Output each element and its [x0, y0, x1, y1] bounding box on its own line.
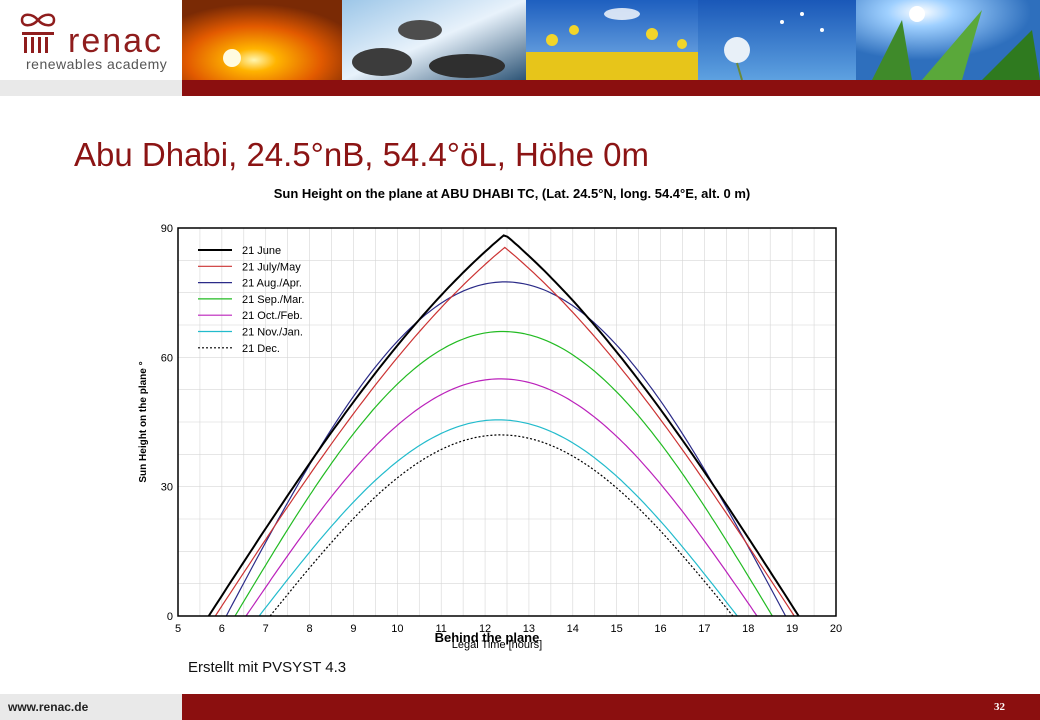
slide-header: renac renewables academy — [0, 0, 1040, 96]
footer-accent-bar — [182, 694, 1040, 720]
behind-plane-annotation: Behind the plane — [435, 630, 540, 645]
page-number: 32 — [994, 701, 1005, 713]
plot-frame — [177, 227, 837, 617]
y-tick-label: 30 — [161, 482, 173, 494]
y-axis-label: Sun Height on the plane ° — [138, 361, 149, 482]
x-tick-label: 13 — [523, 623, 535, 635]
legend-label: 21 July/May — [242, 261, 301, 273]
x-tick-label: 11 — [435, 623, 446, 635]
rapeseed-field-photo — [526, 0, 698, 80]
legend-label: 21 June — [242, 245, 281, 257]
chart-title: Sun Height on the plane at ABU DHABI TC,… — [274, 186, 751, 201]
x-tick-label: 12 — [479, 623, 491, 635]
waterfall-photo — [342, 0, 526, 80]
header-photo-strip — [182, 0, 1040, 80]
footer-url-link[interactable]: www.renac.de — [8, 700, 89, 714]
x-tick-label: 14 — [567, 623, 579, 635]
x-tick-label: 19 — [786, 623, 798, 635]
series-line — [214, 246, 795, 617]
logo-underband — [0, 80, 182, 96]
y-tick-label: 0 — [167, 611, 173, 623]
x-tick-label: 9 — [350, 623, 356, 635]
series-line — [245, 378, 758, 617]
series-line — [207, 234, 800, 617]
y-tick-label: 60 — [161, 352, 173, 364]
header-accent-bar — [182, 80, 1040, 96]
legend-label: 21 Aug./Apr. — [242, 278, 302, 290]
sun-height-chart: 5 6 7 8 9 10 11 12 13 14 15 16 17 18 19 20 0 30 60 90 Sun H… — [138, 186, 842, 651]
slide-title: Abu Dhabi, 24.5°nB, 54.4°öL, Höhe 0m — [74, 136, 649, 173]
x-tick-label: 18 — [742, 623, 754, 635]
series-line — [258, 419, 738, 617]
renac-logo: renac renewables academy — [0, 0, 182, 96]
x-tick-label: 6 — [219, 623, 225, 635]
logo-tagline: renewables academy — [26, 56, 168, 72]
x-tick-label: 16 — [654, 623, 666, 635]
legend-label: 21 Dec. — [242, 343, 280, 355]
x-tick-label: 17 — [698, 623, 710, 635]
x-tick-label: 8 — [307, 623, 313, 635]
series-line — [269, 434, 734, 617]
chart-tick-labels: 5 6 7 8 9 10 11 12 13 14 15 16 17 18 19 20 0 30 60 90 — [161, 223, 842, 635]
series-line — [234, 330, 773, 617]
x-tick-label: 7 — [263, 623, 269, 635]
logo-wordmark: renac — [68, 22, 164, 60]
legend-label: 21 Oct./Feb. — [242, 310, 303, 322]
legend-label: 21 Nov./Jan. — [242, 327, 303, 339]
x-tick-label: 10 — [391, 623, 403, 635]
x-tick-label: 15 — [611, 623, 623, 635]
chart-series-group — [207, 234, 800, 617]
x-tick-label: 20 — [830, 623, 842, 635]
x-axis-label: Legal Time [hours] — [452, 639, 543, 651]
y-tick-label: 90 — [161, 223, 173, 235]
legend-label: 21 Sep./Mar. — [242, 294, 304, 306]
chart-caption: Erstellt mit PVSYST 4.3 — [188, 659, 347, 676]
cornfield-sun-photo — [856, 0, 1040, 80]
x-tick-label: 5 — [175, 623, 181, 635]
sunset-photo — [182, 0, 342, 80]
chart-legend: 21 June 21 July/May 21 Aug./Apr. 21 Sep./Ma… — [198, 245, 304, 355]
dandelion-photo — [698, 0, 856, 80]
renac-infinity-pillar-icon — [20, 13, 56, 53]
footer-left-band — [0, 694, 182, 720]
